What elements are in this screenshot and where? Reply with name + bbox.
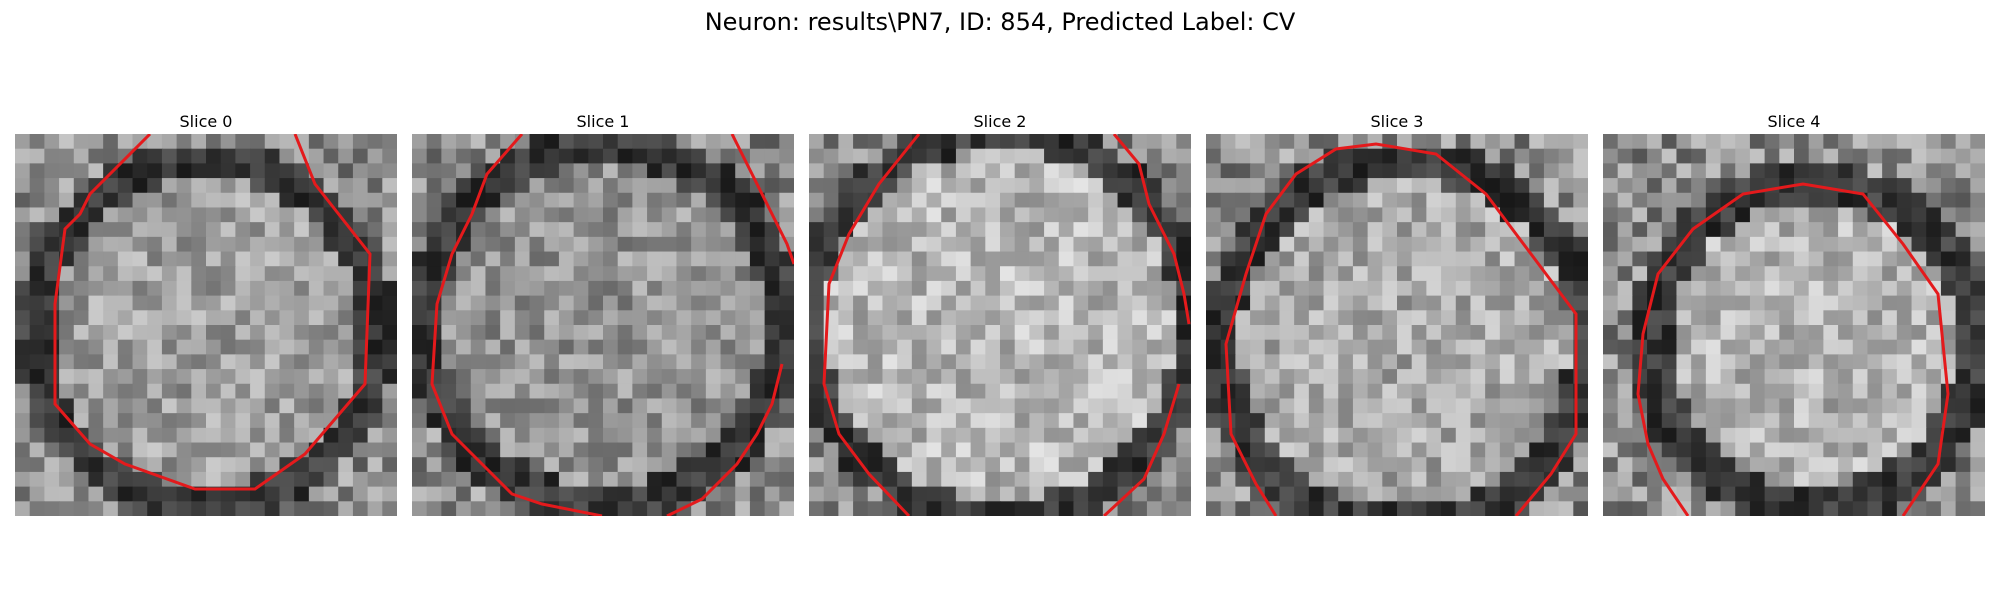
- slice-image-2: [809, 134, 1191, 516]
- segmentation-contour-bottom: [1102, 383, 1181, 516]
- grayscale-pixel-grid: [809, 134, 1191, 516]
- segmentation-contour: [1636, 182, 1950, 516]
- slice-panel-1: Slice 1: [412, 109, 794, 516]
- segmentation-contour-left: [430, 134, 603, 516]
- slice-title-1: Slice 1: [576, 112, 630, 131]
- grayscale-pixel-grid: [1206, 134, 1588, 516]
- slice-panel-3: Slice 3: [1206, 109, 1588, 516]
- figure-title: Neuron: results\PN7, ID: 854, Predicted …: [704, 8, 1296, 36]
- segmentation-contour: [53, 134, 372, 491]
- slice-panel-0: Slice 0: [15, 109, 397, 516]
- slice-panel-4: Slice 4: [1603, 109, 1985, 516]
- slice-image-4: [1603, 134, 1985, 516]
- segmentation-contour-right: [730, 134, 794, 265]
- grayscale-pixel-grid: [15, 134, 397, 516]
- slice-image-0: [15, 134, 397, 516]
- slice-title-0: Slice 0: [179, 112, 233, 131]
- segmentation-contour-right: [1112, 134, 1191, 325]
- grayscale-pixel-grid: [412, 134, 794, 516]
- slice-title-4: Slice 4: [1767, 112, 1821, 131]
- slice-image-3: [1206, 134, 1588, 516]
- grayscale-pixel-grid: [1603, 134, 1985, 516]
- segmentation-contour-left: [822, 134, 921, 516]
- slice-panel-2: Slice 2: [809, 109, 1191, 516]
- segmentation-contour-bottom: [666, 363, 784, 516]
- segmentation-contour: [1224, 142, 1578, 516]
- slice-title-3: Slice 3: [1370, 112, 1424, 131]
- slice-image-1: [412, 134, 794, 516]
- slice-title-2: Slice 2: [973, 112, 1027, 131]
